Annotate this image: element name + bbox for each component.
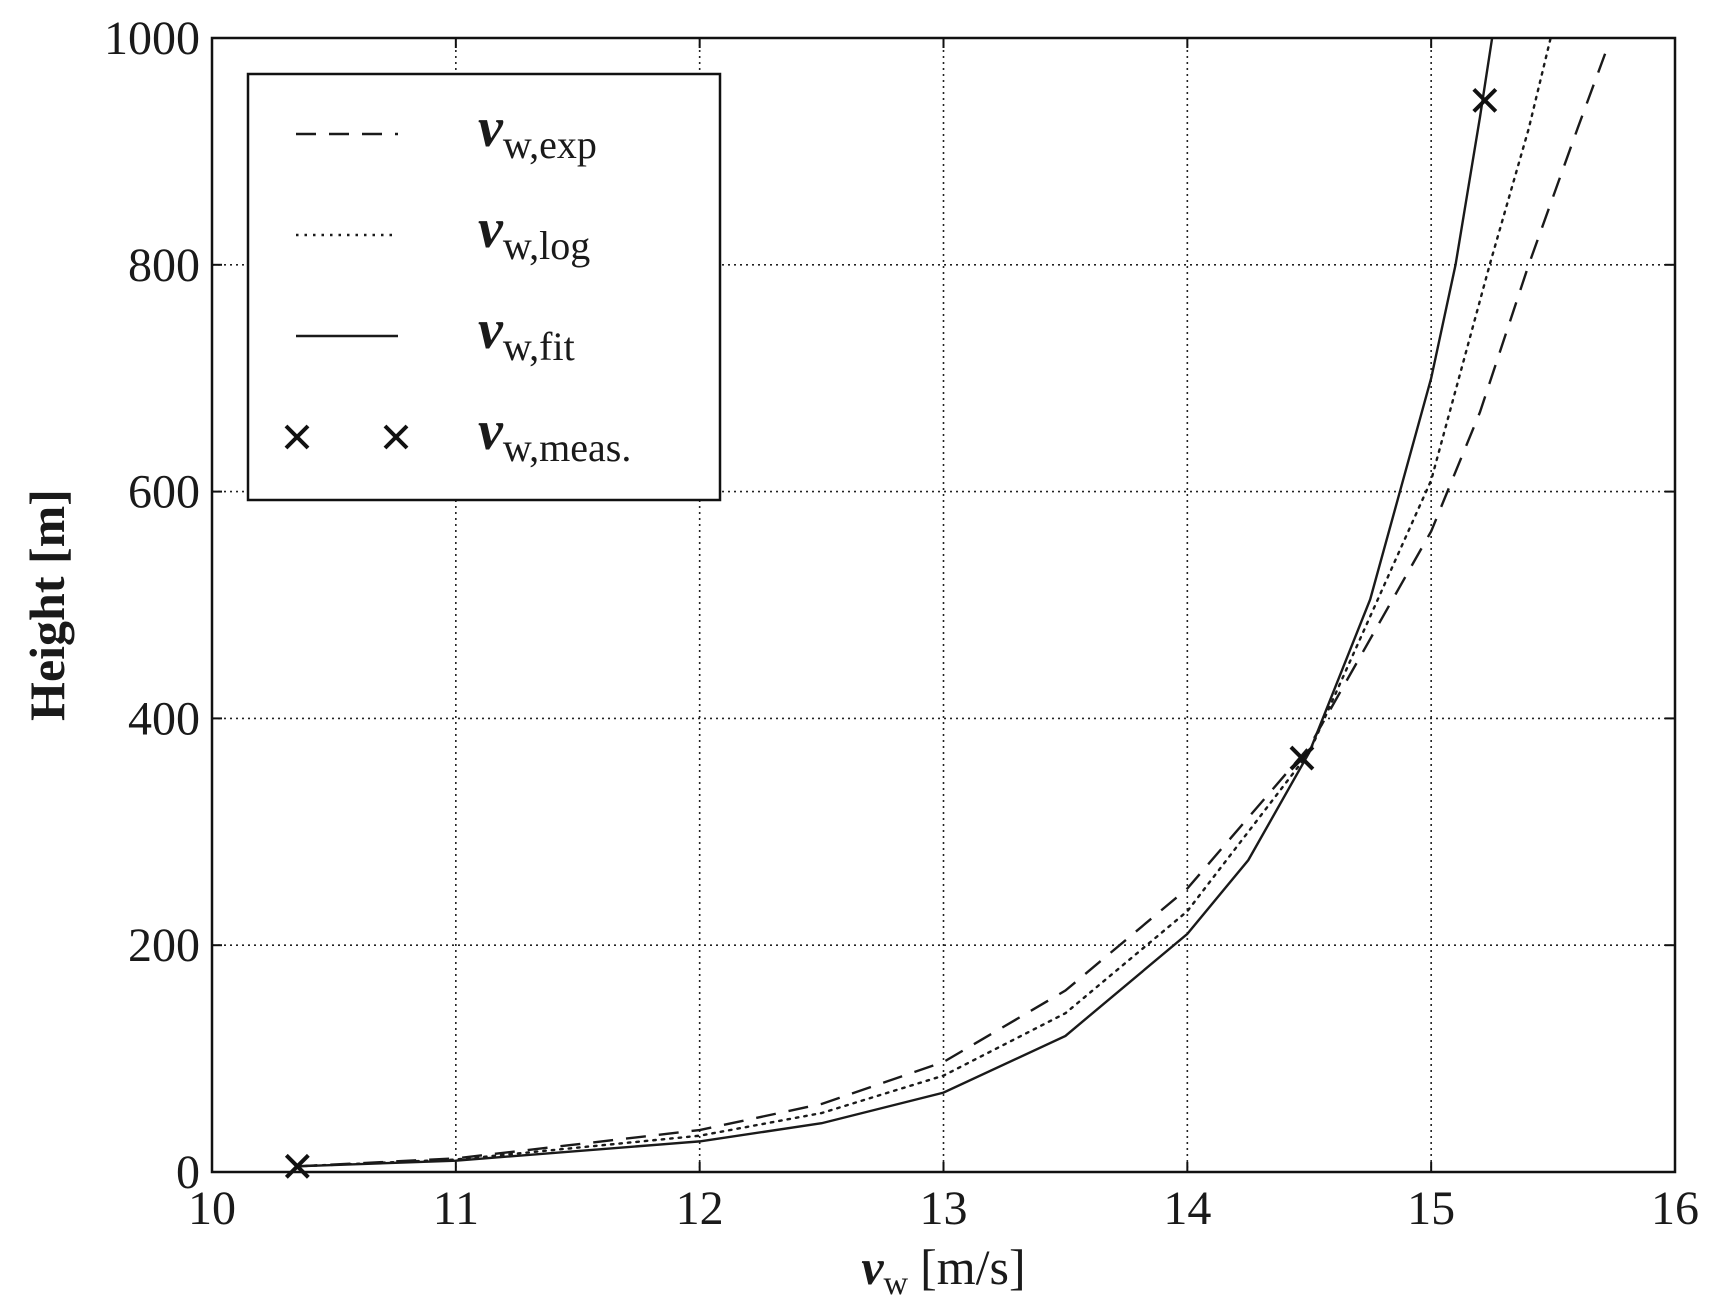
x-tick-label: 12 [676,1182,724,1235]
marker [1289,745,1315,771]
legend-subscript: w,fit [503,324,575,369]
legend-box [246,72,722,502]
legend-subscript: w,exp [503,122,597,167]
legend-symbol: v [478,299,504,361]
x-tick-label: 14 [1163,1182,1211,1235]
x-tick-label: 15 [1407,1182,1455,1235]
x-tick-label: 13 [920,1182,968,1235]
y-tick-label: 1000 [104,12,200,65]
marker [383,424,409,450]
line-dashed [297,48,1608,1168]
x-tick-label: 10 [188,1182,236,1235]
x-label-subscript: w [884,1265,909,1302]
marker [284,1153,310,1179]
x-label-symbol: v [861,1239,884,1295]
marker [284,424,310,450]
y-axis-label: Height [m] [19,489,75,721]
marker [1472,87,1498,113]
legend-symbol: v [478,198,504,260]
legend-subscript: w,meas. [503,425,631,470]
y-tick-label: 400 [128,692,200,745]
x-label-unit: [m/s] [920,1239,1026,1295]
y-tick-label: 600 [128,466,200,519]
y-tick-label: 0 [176,1146,200,1199]
x-tick-label: 16 [1651,1182,1699,1235]
legend-subscript: w,log [503,223,590,268]
y-tick-label: 200 [128,919,200,972]
y-tick-label: 800 [128,239,200,292]
legend-label: vw,exp [478,97,597,167]
legend-symbol: v [478,400,504,462]
x-tick-label: 11 [433,1182,479,1235]
line-solid [297,37,1494,1168]
plot-frame [210,36,1677,1174]
x-axis-label: vw [m/s] [861,1239,1025,1302]
legend-label: vw,fit [478,299,575,369]
legend-symbol: v [478,97,504,159]
legend-label: vw,log [478,198,590,268]
legend-label: vw,meas. [478,400,631,470]
